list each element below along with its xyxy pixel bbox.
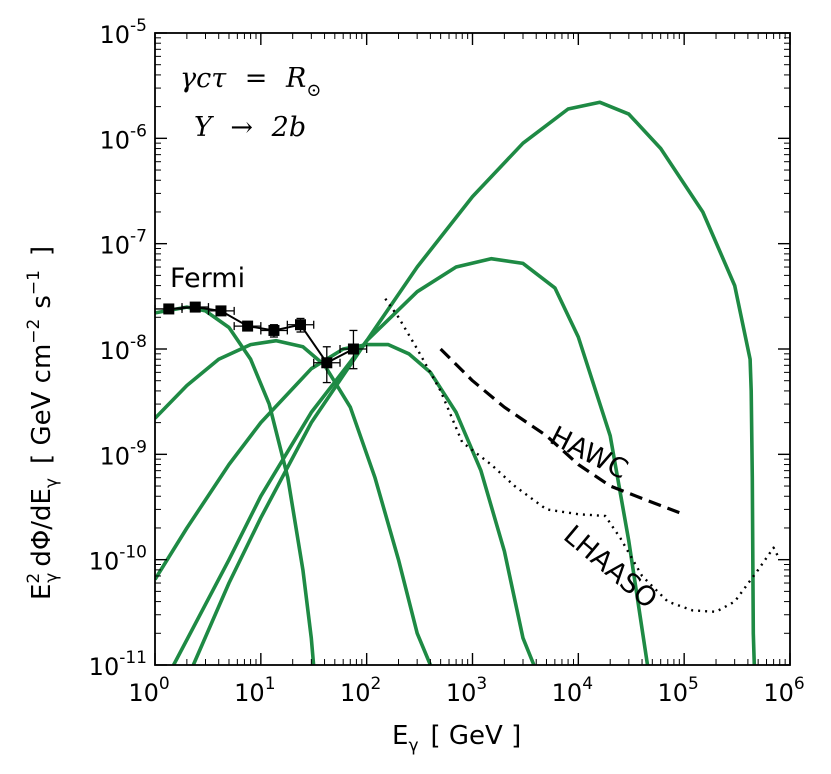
series-line-4: [172, 256, 650, 665]
fermi-data-layer: [154, 301, 368, 384]
fermi-data-point: [339, 329, 368, 370]
y-tick-label: 10-6: [100, 121, 148, 154]
series-line-2: [155, 338, 433, 665]
fermi-data-point: [233, 320, 262, 332]
y-axis-title: E2γdΦ/dEγ[ GeV cm−2s−1]: [24, 246, 62, 600]
series-line-5: [191, 100, 757, 665]
x-axis-title: Eγ[ GeV ]: [392, 721, 521, 756]
x-tick-label: 104: [552, 674, 593, 707]
y-tick-label: 10-9: [100, 437, 148, 470]
series-line-6: [439, 347, 680, 515]
x-tick-label: 105: [657, 674, 698, 707]
annotation-lifetime: γcτ = R⊙: [180, 63, 321, 101]
y-tick-label: 10-8: [100, 332, 148, 365]
fermi-data-point: [207, 305, 235, 317]
plot-frame: [154, 32, 791, 666]
y-tick-label: 10-10: [89, 543, 147, 576]
y-tick-label: 10-11: [89, 648, 147, 681]
x-tick-label: 100: [128, 674, 169, 707]
x-tick-label: 101: [234, 674, 275, 707]
fermi-data-point: [181, 301, 210, 313]
x-tick-label: 103: [446, 674, 487, 707]
y-tick-label: 10-5: [100, 16, 148, 49]
fermi-label: Fermi: [170, 263, 245, 294]
series-line-3: [155, 342, 536, 665]
annotation-decay-channel: Y → 2b: [194, 112, 306, 143]
series-line-7: [384, 298, 781, 613]
x-tick-label: 102: [340, 674, 381, 707]
y-tick-label: 10-7: [100, 227, 148, 260]
x-tick-label: 106: [763, 674, 804, 707]
fermi-data-point: [313, 346, 341, 384]
fermi-data-point: [286, 317, 315, 333]
